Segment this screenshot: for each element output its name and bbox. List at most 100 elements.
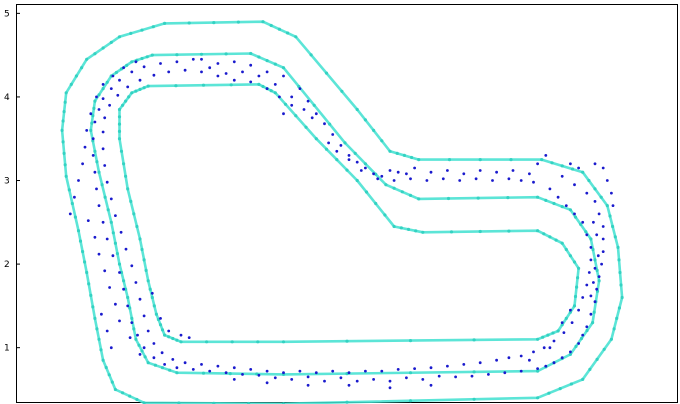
- track-middle-point: [328, 122, 332, 126]
- position-point: [560, 356, 564, 360]
- track-middle-point: [113, 241, 117, 245]
- track-inner-point: [281, 340, 286, 344]
- position-point: [376, 177, 380, 181]
- position-point: [503, 371, 507, 375]
- position-point: [77, 179, 80, 182]
- position-point: [83, 145, 87, 149]
- track-inner-point: [577, 266, 581, 270]
- position-point: [552, 339, 556, 343]
- track-outer-point: [93, 316, 97, 320]
- position-point: [364, 369, 367, 373]
- position-point: [200, 70, 203, 74]
- position-point: [200, 363, 203, 366]
- track-inner-point: [117, 115, 122, 119]
- track-outer-point: [620, 295, 624, 300]
- position-point: [610, 191, 613, 195]
- track-inner-point: [335, 158, 339, 162]
- track-middle-point: [126, 295, 130, 300]
- position-point: [611, 204, 615, 208]
- position-point: [388, 379, 392, 383]
- track-middle-point: [544, 198, 548, 202]
- track-middle-point: [106, 208, 110, 212]
- track-outer-point: [87, 282, 91, 286]
- track-middle-point: [140, 56, 144, 61]
- track-outer-point: [212, 21, 216, 25]
- position-point: [146, 329, 150, 333]
- track-outer-point: [107, 373, 111, 377]
- track-outer-point: [617, 258, 621, 262]
- track-middle-point: [145, 55, 149, 59]
- track-outer-point: [117, 35, 122, 39]
- track-inner-point: [283, 102, 288, 106]
- track-inner-point: [573, 294, 578, 299]
- track-inner-point: [294, 114, 298, 118]
- position-point: [249, 368, 253, 371]
- position-point: [462, 172, 466, 176]
- track-outer-point: [142, 401, 146, 404]
- track-inner-point: [146, 84, 150, 88]
- position-point: [118, 271, 121, 274]
- position-point: [596, 254, 600, 258]
- track-outer-point: [85, 270, 89, 275]
- position-point: [474, 177, 478, 181]
- track-outer-point: [62, 151, 66, 155]
- track-outer-point: [408, 399, 413, 403]
- track-outer-point: [602, 347, 606, 351]
- position-point: [532, 350, 535, 354]
- track-middle-point: [101, 87, 105, 91]
- track-middle-point: [506, 196, 510, 200]
- position-point: [405, 172, 408, 176]
- position-point: [470, 374, 474, 378]
- position-point: [134, 281, 138, 284]
- position-point: [175, 366, 179, 370]
- position-point: [105, 180, 109, 184]
- track-inner-point: [154, 312, 158, 316]
- position-point: [134, 60, 138, 64]
- position-point: [355, 379, 359, 383]
- position-point: [577, 166, 580, 170]
- position-point: [86, 219, 90, 223]
- position-point: [105, 329, 109, 333]
- track-outer-point: [140, 28, 144, 32]
- position-point: [73, 195, 76, 199]
- track-outer-point: [99, 348, 103, 352]
- track-outer-point: [294, 35, 298, 39]
- position-point: [114, 214, 117, 218]
- track-outer-point: [402, 153, 406, 157]
- position-point: [216, 364, 220, 368]
- position-point: [595, 287, 599, 291]
- position-point: [118, 78, 121, 82]
- position-point: [536, 162, 539, 166]
- position-point: [191, 368, 195, 371]
- position-point: [446, 364, 449, 368]
- track-inner-point: [179, 340, 183, 344]
- track-middle-point: [476, 196, 480, 200]
- position-point: [507, 356, 511, 360]
- track-middle-point: [93, 149, 97, 153]
- position-point: [95, 187, 98, 191]
- position-point: [585, 325, 589, 329]
- track-inner-point: [150, 295, 154, 300]
- position-point: [101, 83, 105, 86]
- position-point: [103, 164, 107, 167]
- position-point: [306, 383, 310, 387]
- position-point: [528, 358, 531, 362]
- track-inner-point: [129, 199, 133, 203]
- position-point: [597, 212, 601, 216]
- position-point: [347, 371, 351, 375]
- position-point: [122, 66, 125, 70]
- position-point: [105, 237, 109, 241]
- position-point: [68, 212, 72, 216]
- track-middle-point: [137, 343, 141, 347]
- position-point: [396, 170, 400, 174]
- position-point: [425, 179, 429, 182]
- track-inner-point: [130, 91, 134, 95]
- position-point: [167, 70, 171, 74]
- track-outer-point: [61, 140, 65, 144]
- plot-frame: [16, 4, 678, 403]
- track-inner-point: [140, 247, 144, 252]
- track-outer-point: [345, 400, 349, 404]
- track-middle-point: [130, 60, 134, 64]
- track-outer-point: [388, 149, 392, 153]
- track-inner-point: [117, 137, 122, 141]
